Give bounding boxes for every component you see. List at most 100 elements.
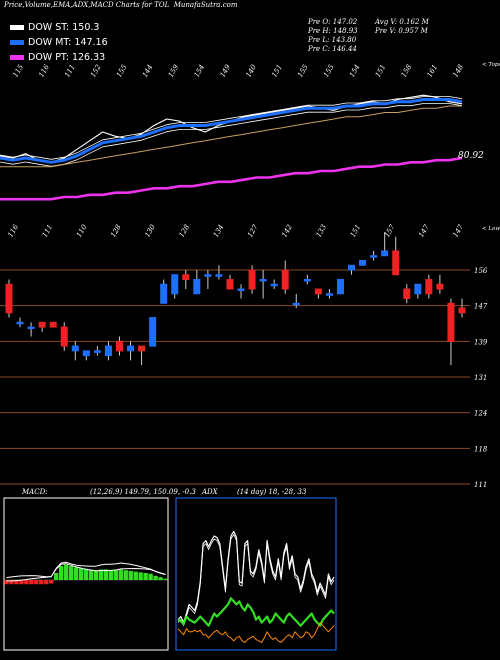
candle-body	[93, 350, 101, 353]
candle-body	[248, 269, 256, 290]
candle-body	[425, 279, 433, 295]
candle-body	[71, 345, 79, 352]
macd-histogram-bar	[88, 569, 94, 580]
candle-body	[138, 345, 146, 352]
candle-body	[82, 350, 90, 357]
candle-body	[447, 302, 455, 342]
macd-histogram-bar	[123, 570, 128, 580]
top-tick-label: 111	[63, 63, 77, 79]
macd-histogram-bar	[44, 580, 49, 585]
candle-body	[27, 326, 35, 330]
macd-histogram-bar	[163, 578, 168, 580]
legend-dow-st: DOW ST: 150.3	[10, 22, 99, 33]
watermark: MunafaSutra.com	[173, 1, 238, 9]
tops-label: < Tops	[482, 62, 500, 68]
macd-panel: MACD: (12,26,9) 149.79, 150.09, -0.3	[3, 488, 196, 651]
candle-body	[16, 321, 24, 325]
macd-histogram-bar	[24, 580, 29, 585]
candle-body	[49, 321, 57, 328]
macd-histogram-bar	[14, 580, 19, 585]
adx-series-line	[177, 597, 335, 627]
candle-body	[314, 288, 322, 295]
bottom-tick-label: 128	[109, 223, 123, 239]
macd-histogram-bar	[133, 571, 138, 580]
price-tick-label: 156	[474, 267, 488, 275]
macd-histogram-bar	[128, 570, 133, 580]
stat-pre-open: Pre O: 147.02	[308, 18, 358, 26]
candle-body	[348, 264, 356, 271]
stat-pre-volume: Pre V: 0.957 M	[375, 27, 428, 35]
candle-body	[226, 279, 234, 290]
top-tick-label: 154	[348, 63, 362, 79]
adx-panel: ADX (14 day) 18, -28, 33	[175, 488, 337, 651]
top-tick-label: 151	[374, 63, 388, 79]
candle-body	[115, 340, 123, 352]
ema-series-line	[0, 98, 463, 164]
stat-avg-volume: Avg V: 0.162 M	[375, 18, 429, 26]
macd-histogram-bar	[73, 567, 79, 580]
price-tick-label: 124	[474, 410, 487, 418]
bottom-tick-label: 127	[246, 223, 260, 239]
macd-histogram-bar	[49, 580, 54, 584]
candle-body	[359, 259, 367, 266]
bottom-tick-label: 147	[417, 223, 431, 239]
top-tick-label: 155	[296, 63, 310, 79]
candle-body	[182, 274, 190, 281]
macd-histogram-bar	[9, 580, 14, 585]
macd-signal-line	[6, 563, 166, 582]
legend-swatch	[10, 55, 24, 60]
bottom-tick-label: 147	[451, 223, 465, 239]
macd-histogram-bar	[103, 569, 109, 580]
macd-histogram-bar	[68, 566, 74, 580]
legend-dow-pt: DOW PT: 126.33	[10, 52, 105, 63]
chart-title: Price,Volume,EMA,ADX,MACD Charts for TOL…	[4, 1, 238, 9]
lows-label: < Lows	[482, 226, 500, 232]
bottom-tick-label: 128	[178, 223, 192, 239]
macd-histogram-bar	[19, 580, 24, 585]
price-panel: 156 147 139 131 124 118 111	[0, 231, 488, 489]
macd-histogram-bar	[58, 566, 64, 580]
candle-body	[259, 279, 267, 282]
macd-histogram-bar	[98, 569, 104, 580]
adx-params: (14 day) 18, -28, 33	[237, 488, 307, 496]
bottom-tick-label: 130	[143, 223, 157, 239]
adx-series-line	[177, 530, 335, 624]
bottom-tick-label: 133	[315, 223, 329, 239]
macd-histogram-bar	[153, 575, 158, 580]
top-tick-label: 155	[115, 63, 129, 79]
adx-label: ADX	[201, 488, 219, 496]
macd-histogram-bar	[39, 580, 44, 585]
macd-histogram-bar	[34, 580, 39, 585]
legend-swatch	[10, 40, 24, 45]
bottom-tick-label: 134	[212, 223, 226, 239]
macd-histogram-bar	[148, 573, 153, 580]
macd-histogram-bar	[93, 570, 99, 580]
macd-histogram-bar	[143, 573, 148, 580]
candle-body	[414, 283, 422, 295]
price-tick-label: 147	[474, 303, 488, 311]
candle-body	[38, 321, 46, 328]
candle-body	[149, 317, 157, 347]
macd-histogram-bar	[63, 564, 69, 580]
bottom-tick-label: 110	[75, 223, 89, 239]
ema-panel: 115 116 111 152 155 144 159 154 149 140 151 155 155 1…	[0, 62, 500, 239]
candle-body	[292, 302, 300, 306]
candle-body	[5, 283, 13, 314]
price-tick-label: 118	[474, 445, 488, 453]
candle-body	[303, 279, 311, 282]
candle-body	[104, 345, 112, 357]
top-tick-label: 155	[322, 63, 336, 79]
candle-body	[436, 283, 444, 290]
candle-body	[171, 274, 179, 295]
macd-histogram-bar	[4, 580, 9, 585]
macd-label: MACD:	[21, 488, 48, 496]
adx-frame	[175, 497, 337, 651]
ema-series-line	[0, 105, 462, 168]
candle-body	[325, 293, 333, 296]
price-tick-label: 139	[474, 338, 488, 346]
ema-band-lower	[0, 103, 463, 167]
macd-histogram-bar	[118, 569, 123, 580]
candle-body	[458, 307, 466, 314]
stat-pre-close: Pre C: 146.44	[308, 45, 357, 53]
bottom-tick-label: 142	[280, 223, 294, 239]
